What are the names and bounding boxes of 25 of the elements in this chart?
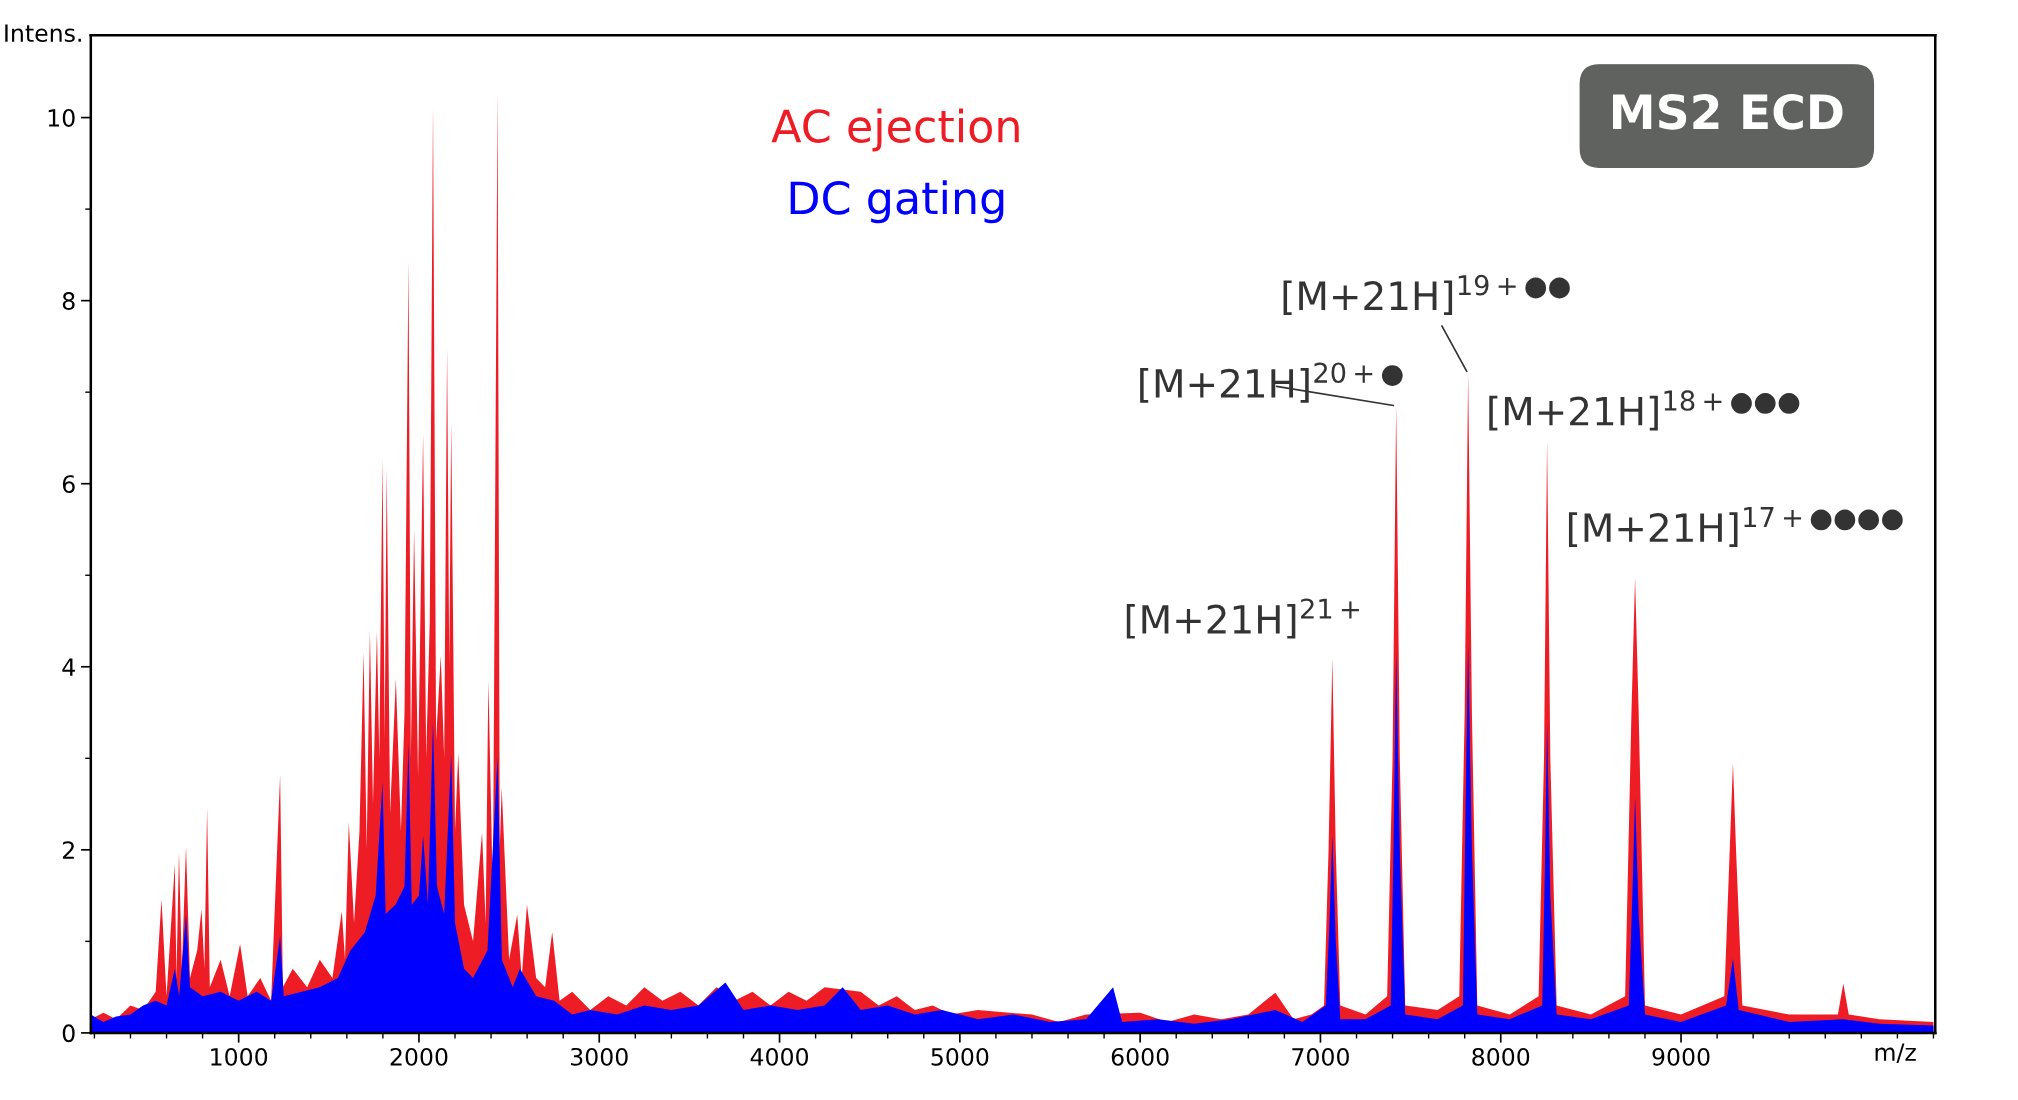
y-tick-label: 2	[62, 841, 74, 859]
annotation: [M+21H]$^{19+●●}$	[1283, 274, 1570, 316]
x-tick-label: 3000	[571, 1047, 628, 1066]
text: DC gating	[790, 180, 1004, 224]
text: AC ejection	[771, 108, 1019, 152]
y-tick-label: 6	[62, 475, 75, 494]
y-tick-label: 10	[48, 109, 75, 127]
y-tick-label: 4	[62, 658, 75, 676]
y-axis-title: Intens.	[5, 24, 81, 43]
x-tick-label: 5000	[931, 1047, 989, 1066]
x-tick-label: 9000	[1652, 1047, 1710, 1066]
annotation: [M+21H]$^{18+●●●}$	[1489, 390, 1800, 431]
x-tick-label: 6000	[1111, 1047, 1169, 1066]
annotation: [M+21H]$^{17+●●●●}$	[1568, 507, 1903, 547]
x-tick-label: 8000	[1472, 1047, 1530, 1066]
x-tick-label: 2000	[390, 1047, 448, 1066]
y-tick-label: 0	[62, 1024, 75, 1043]
x-axis-title: m/z	[1875, 1043, 1916, 1064]
annotation: [M+21H]$^{20+●}$	[1140, 362, 1403, 403]
y-tick-label: 8	[62, 292, 75, 310]
x-tick-label: 1000	[211, 1047, 268, 1066]
annotation: MS2 ECD	[1612, 94, 1843, 130]
x-tick-label: 7000	[1292, 1047, 1349, 1066]
annotation: [M+21H]$^{21+}$	[1126, 598, 1359, 639]
x-tick-label: 4000	[750, 1047, 809, 1066]
